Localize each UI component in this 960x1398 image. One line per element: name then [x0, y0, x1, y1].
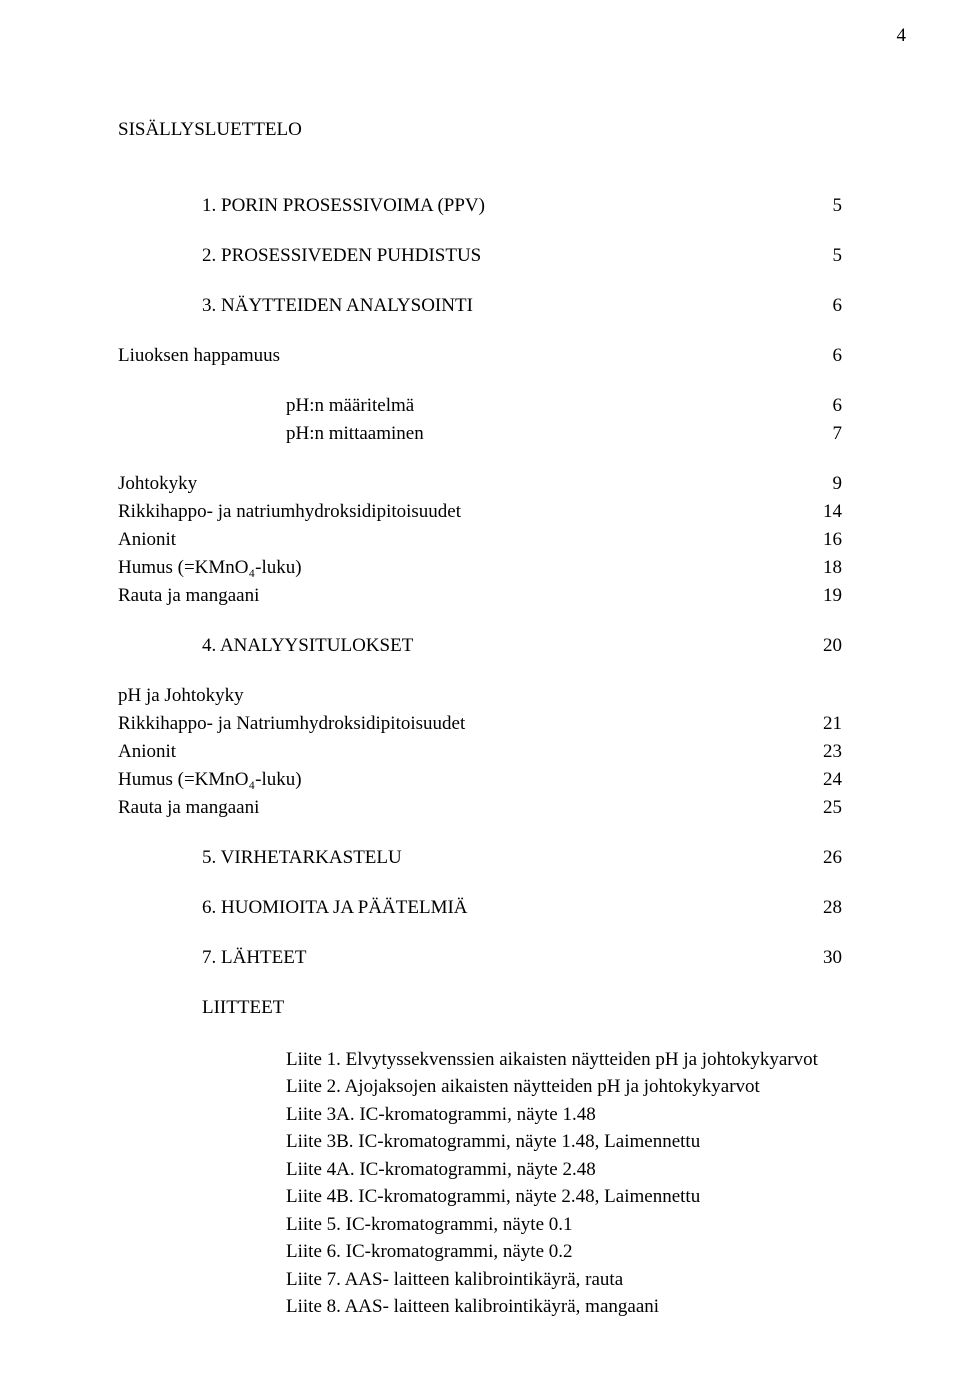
toc-subitem: Rikkihappo- ja Natriumhydroksidipitoisuu… [118, 710, 842, 738]
toc-label: Liuoksen happamuus [118, 342, 280, 370]
toc-subitem: Rikkihappo- ja natriumhydroksidipitoisuu… [118, 498, 842, 526]
toc-page: 19 [802, 582, 842, 610]
toc-title: SISÄLLYSLUETTELO [118, 116, 842, 144]
toc-page: 9 [802, 470, 842, 498]
toc-page: 20 [802, 632, 842, 660]
toc-page: 23 [802, 738, 842, 766]
toc-page: 6 [802, 292, 842, 320]
toc-label: Humus (=KMnO₄-luku) [118, 766, 302, 794]
toc-label: Anionit [118, 526, 176, 554]
toc-subitem: Anionit 23 [118, 738, 842, 766]
appendix-item: Liite 3B. IC-kromatogrammi, näyte 1.48, … [286, 1128, 842, 1156]
page-number: 4 [897, 22, 907, 50]
appendix-item: Liite 4A. IC-kromatogrammi, näyte 2.48 [286, 1156, 842, 1184]
toc-page: 7 [802, 420, 842, 448]
toc-label: pH ja Johtokyky [118, 682, 244, 710]
toc-label: pH:n määritelmä [286, 392, 414, 420]
appendix-item: Liite 2. Ajojaksojen aikaisten näytteide… [286, 1073, 842, 1101]
toc-subitem: Liuoksen happamuus 6 [118, 342, 842, 370]
toc-page: 30 [802, 944, 842, 972]
toc-page: 5 [802, 192, 842, 220]
toc-subsubitem: pH:n mittaaminen 7 [118, 420, 842, 448]
toc-label: Rikkihappo- ja natriumhydroksidipitoisuu… [118, 498, 461, 526]
toc-label: Anionit [118, 738, 176, 766]
toc-subitem: Humus (=KMnO₄-luku) 24 [118, 766, 842, 794]
toc-item: 2. PROSESSIVEDEN PUHDISTUS 5 [118, 242, 842, 270]
toc-label: 4. ANALYYSITULOKSET [202, 632, 413, 660]
toc-subitem: Johtokyky 9 [118, 470, 842, 498]
toc-subsubitem: pH:n määritelmä 6 [118, 392, 842, 420]
appendix-item: Liite 5. IC-kromatogrammi, näyte 0.1 [286, 1211, 842, 1239]
toc-label: 6. HUOMIOITA JA PÄÄTELMIÄ [202, 894, 468, 922]
toc-item: 7. LÄHTEET 30 [118, 944, 842, 972]
toc-subitem: Humus (=KMnO₄-luku) 18 [118, 554, 842, 582]
toc-page: 5 [802, 242, 842, 270]
toc-label: Johtokyky [118, 470, 197, 498]
toc-page: 18 [802, 554, 842, 582]
toc-page: 24 [802, 766, 842, 794]
toc-item: 1. PORIN PROSESSIVOIMA (PPV) 5 [118, 192, 842, 220]
toc-page: 6 [802, 392, 842, 420]
toc-item: 3. NÄYTTEIDEN ANALYSOINTI 6 [118, 292, 842, 320]
toc-label: 7. LÄHTEET [202, 944, 306, 972]
toc-subitem: Rauta ja mangaani 19 [118, 582, 842, 610]
toc-item: 4. ANALYYSITULOKSET 20 [118, 632, 842, 660]
toc-label: 2. PROSESSIVEDEN PUHDISTUS [202, 242, 481, 270]
toc-page: 25 [802, 794, 842, 822]
toc-subitem: Rauta ja mangaani 25 [118, 794, 842, 822]
toc-subitem: Anionit 16 [118, 526, 842, 554]
toc-label: Rauta ja mangaani [118, 794, 259, 822]
toc-page: 21 [802, 710, 842, 738]
toc-page: 14 [802, 498, 842, 526]
toc-label: Rikkihappo- ja Natriumhydroksidipitoisuu… [118, 710, 465, 738]
toc-label: LIITTEET [202, 994, 284, 1022]
appendix-item: Liite 3A. IC-kromatogrammi, näyte 1.48 [286, 1101, 842, 1129]
toc-page: 6 [802, 342, 842, 370]
toc-page: 28 [802, 894, 842, 922]
toc-page: 26 [802, 844, 842, 872]
toc-label: Humus (=KMnO₄-luku) [118, 554, 302, 582]
appendix-heading: LIITTEET [118, 994, 842, 1022]
toc-label: pH:n mittaaminen [286, 420, 424, 448]
appendix-list: Liite 1. Elvytyssekvenssien aikaisten nä… [118, 1046, 842, 1321]
appendix-item: Liite 8. AAS- laitteen kalibrointikäyrä,… [286, 1293, 842, 1321]
toc-label: 5. VIRHETARKASTELU [202, 844, 402, 872]
toc-label: Rauta ja mangaani [118, 582, 259, 610]
appendix-item: Liite 7. AAS- laitteen kalibrointikäyrä,… [286, 1266, 842, 1294]
appendix-item: Liite 6. IC-kromatogrammi, näyte 0.2 [286, 1238, 842, 1266]
appendix-item: Liite 1. Elvytyssekvenssien aikaisten nä… [286, 1046, 842, 1074]
toc-item: 6. HUOMIOITA JA PÄÄTELMIÄ 28 [118, 894, 842, 922]
appendix-item: Liite 4B. IC-kromatogrammi, näyte 2.48, … [286, 1183, 842, 1211]
toc-subitem: pH ja Johtokyky [118, 682, 842, 710]
toc-label: 3. NÄYTTEIDEN ANALYSOINTI [202, 292, 473, 320]
toc-page: 16 [802, 526, 842, 554]
toc-label: 1. PORIN PROSESSIVOIMA (PPV) [202, 192, 485, 220]
toc-item: 5. VIRHETARKASTELU 26 [118, 844, 842, 872]
document-page: 4 SISÄLLYSLUETTELO 1. PORIN PROSESSIVOIM… [0, 0, 960, 1398]
